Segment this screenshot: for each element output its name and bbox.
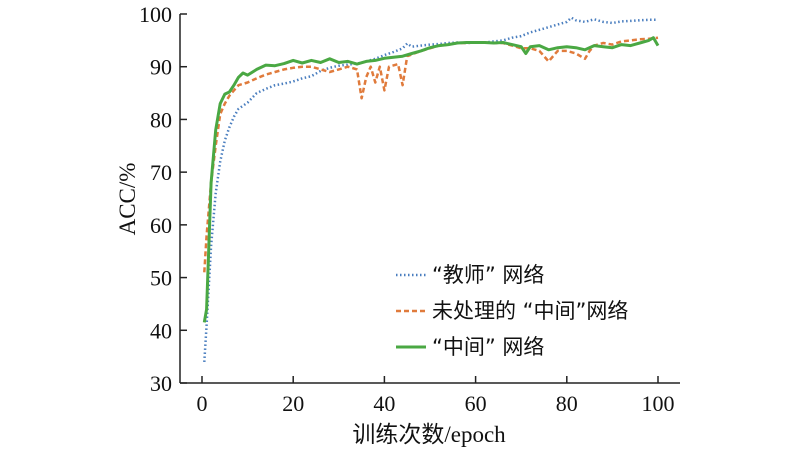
x-tick-label: 0	[197, 391, 208, 416]
x-tick-label: 60	[465, 391, 487, 416]
y-tick-label: 50	[150, 266, 172, 291]
axes	[179, 13, 680, 384]
y-tick-label: 60	[150, 213, 172, 238]
legend-label-2: 未处理的 “中间”网络	[432, 299, 628, 323]
y-tick-label: 40	[150, 318, 172, 343]
y-tick-label: 70	[150, 160, 172, 185]
x-tick-label: 40	[373, 391, 395, 416]
y-tick-label: 30	[150, 371, 172, 396]
y-axis-title: ACC/%	[115, 163, 140, 236]
tick-labels: 30 40 50 60 70 80 90 100 0 20 40 60 80 100	[139, 2, 675, 416]
series-line-3	[202, 36, 660, 323]
x-tick-label: 80	[556, 391, 578, 416]
series-line-2	[203, 36, 659, 273]
y-tick-label: 90	[150, 55, 172, 80]
y-tick-label: 80	[150, 107, 172, 132]
x-tick-label: 20	[282, 391, 304, 416]
series-line-1	[203, 16, 658, 362]
legend-label-3: “中间” 网络	[432, 335, 544, 359]
series-lines	[202, 16, 660, 362]
x-tick-label: 100	[642, 391, 675, 416]
y-tick-label: 100	[139, 2, 172, 27]
legend-label-1: “教师” 网络	[432, 263, 544, 287]
x-axis-title: 训练次数/epoch	[352, 422, 506, 447]
